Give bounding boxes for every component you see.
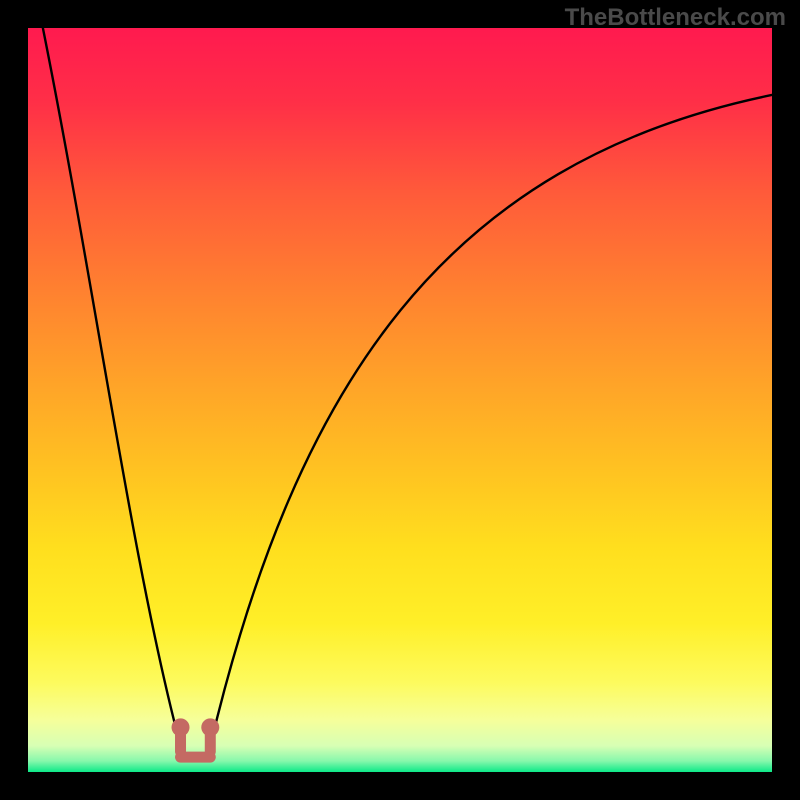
watermark-text: TheBottleneck.com: [565, 4, 786, 32]
gradient-background: [28, 28, 772, 772]
plot-area: [28, 28, 772, 772]
chart-stage: TheBottleneck.com: [0, 0, 800, 800]
plot-svg: [28, 28, 772, 772]
